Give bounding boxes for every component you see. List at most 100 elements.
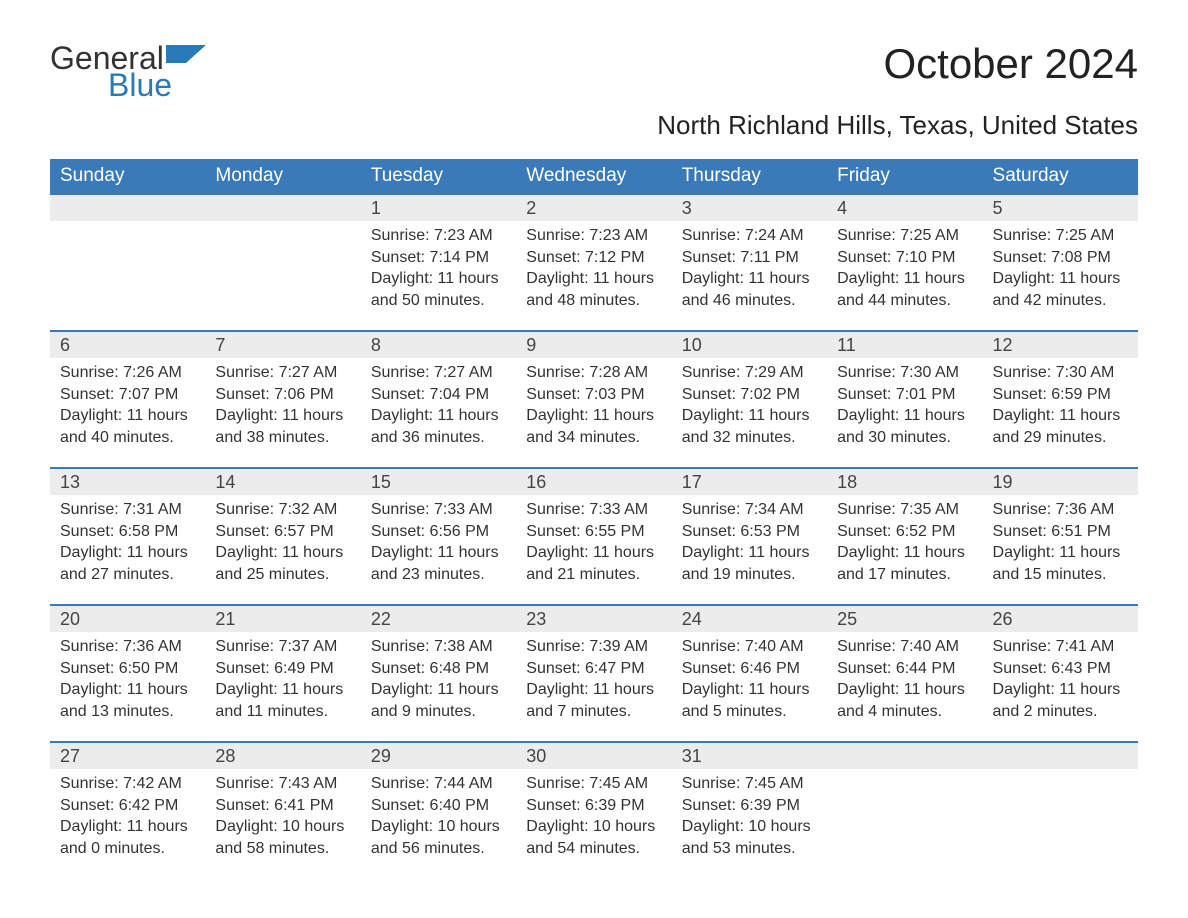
day-sunrise: Sunrise: 7:38 AM bbox=[371, 636, 506, 658]
page-title: October 2024 bbox=[883, 40, 1138, 88]
day-number-cell: 31 bbox=[672, 742, 827, 769]
day-content-cell bbox=[205, 221, 360, 331]
day-number-cell bbox=[50, 194, 205, 221]
day-content-cell: Sunrise: 7:40 AMSunset: 6:44 PMDaylight:… bbox=[827, 632, 982, 742]
calendar-table: Sunday Monday Tuesday Wednesday Thursday… bbox=[50, 159, 1138, 879]
day-d1: Daylight: 11 hours bbox=[682, 405, 817, 427]
day-d1: Daylight: 11 hours bbox=[993, 679, 1128, 701]
daynum-row: 13141516171819 bbox=[50, 468, 1138, 495]
day-d2: and 29 minutes. bbox=[993, 427, 1128, 449]
day-d2: and 27 minutes. bbox=[60, 564, 195, 586]
day-d2: and 30 minutes. bbox=[837, 427, 972, 449]
day-sunset: Sunset: 7:11 PM bbox=[682, 247, 817, 269]
day-number-cell: 20 bbox=[50, 605, 205, 632]
day-sunset: Sunset: 7:01 PM bbox=[837, 384, 972, 406]
day-sunrise: Sunrise: 7:29 AM bbox=[682, 362, 817, 384]
day-sunrise: Sunrise: 7:44 AM bbox=[371, 773, 506, 795]
day-number-cell: 12 bbox=[983, 331, 1138, 358]
location-subtitle: North Richland Hills, Texas, United Stat… bbox=[50, 110, 1138, 141]
day-sunset: Sunset: 6:52 PM bbox=[837, 521, 972, 543]
day-sunset: Sunset: 6:42 PM bbox=[60, 795, 195, 817]
day-sunset: Sunset: 7:02 PM bbox=[682, 384, 817, 406]
day-content-cell: Sunrise: 7:43 AMSunset: 6:41 PMDaylight:… bbox=[205, 769, 360, 879]
day-d1: Daylight: 11 hours bbox=[526, 405, 661, 427]
day-d2: and 4 minutes. bbox=[837, 701, 972, 723]
day-d2: and 44 minutes. bbox=[837, 290, 972, 312]
day-sunrise: Sunrise: 7:36 AM bbox=[993, 499, 1128, 521]
day-sunrise: Sunrise: 7:23 AM bbox=[526, 225, 661, 247]
day-sunset: Sunset: 6:48 PM bbox=[371, 658, 506, 680]
day-sunset: Sunset: 6:58 PM bbox=[60, 521, 195, 543]
day-sunset: Sunset: 7:12 PM bbox=[526, 247, 661, 269]
header: General Blue October 2024 bbox=[50, 40, 1138, 104]
day-sunrise: Sunrise: 7:26 AM bbox=[60, 362, 195, 384]
day-sunset: Sunset: 7:10 PM bbox=[837, 247, 972, 269]
day-header: Tuesday bbox=[361, 159, 516, 194]
day-content-cell: Sunrise: 7:41 AMSunset: 6:43 PMDaylight:… bbox=[983, 632, 1138, 742]
day-sunrise: Sunrise: 7:28 AM bbox=[526, 362, 661, 384]
day-d1: Daylight: 11 hours bbox=[837, 268, 972, 290]
day-sunset: Sunset: 7:06 PM bbox=[215, 384, 350, 406]
day-sunrise: Sunrise: 7:30 AM bbox=[837, 362, 972, 384]
day-content-cell bbox=[983, 769, 1138, 879]
day-sunrise: Sunrise: 7:37 AM bbox=[215, 636, 350, 658]
day-d2: and 19 minutes. bbox=[682, 564, 817, 586]
day-d2: and 21 minutes. bbox=[526, 564, 661, 586]
day-d1: Daylight: 11 hours bbox=[60, 679, 195, 701]
day-sunrise: Sunrise: 7:45 AM bbox=[682, 773, 817, 795]
day-number-cell bbox=[983, 742, 1138, 769]
day-d2: and 50 minutes. bbox=[371, 290, 506, 312]
day-header: Friday bbox=[827, 159, 982, 194]
day-sunset: Sunset: 6:43 PM bbox=[993, 658, 1128, 680]
day-number-cell: 22 bbox=[361, 605, 516, 632]
day-content-cell: Sunrise: 7:32 AMSunset: 6:57 PMDaylight:… bbox=[205, 495, 360, 605]
day-content-cell: Sunrise: 7:27 AMSunset: 7:04 PMDaylight:… bbox=[361, 358, 516, 468]
day-number-cell: 3 bbox=[672, 194, 827, 221]
day-d2: and 23 minutes. bbox=[371, 564, 506, 586]
day-content-cell: Sunrise: 7:25 AMSunset: 7:10 PMDaylight:… bbox=[827, 221, 982, 331]
day-d2: and 11 minutes. bbox=[215, 701, 350, 723]
day-d1: Daylight: 11 hours bbox=[371, 268, 506, 290]
day-d2: and 25 minutes. bbox=[215, 564, 350, 586]
day-number-cell: 7 bbox=[205, 331, 360, 358]
day-number-cell: 13 bbox=[50, 468, 205, 495]
day-d2: and 40 minutes. bbox=[60, 427, 195, 449]
day-sunset: Sunset: 6:39 PM bbox=[682, 795, 817, 817]
day-sunrise: Sunrise: 7:32 AM bbox=[215, 499, 350, 521]
day-content-cell: Sunrise: 7:25 AMSunset: 7:08 PMDaylight:… bbox=[983, 221, 1138, 331]
day-d1: Daylight: 10 hours bbox=[682, 816, 817, 838]
day-content-cell: Sunrise: 7:36 AMSunset: 6:51 PMDaylight:… bbox=[983, 495, 1138, 605]
day-d1: Daylight: 10 hours bbox=[215, 816, 350, 838]
day-d1: Daylight: 11 hours bbox=[371, 679, 506, 701]
day-number-cell: 16 bbox=[516, 468, 671, 495]
day-sunrise: Sunrise: 7:41 AM bbox=[993, 636, 1128, 658]
day-sunrise: Sunrise: 7:42 AM bbox=[60, 773, 195, 795]
day-content-cell: Sunrise: 7:35 AMSunset: 6:52 PMDaylight:… bbox=[827, 495, 982, 605]
day-d1: Daylight: 11 hours bbox=[215, 405, 350, 427]
day-content-cell: Sunrise: 7:27 AMSunset: 7:06 PMDaylight:… bbox=[205, 358, 360, 468]
day-content-cell: Sunrise: 7:42 AMSunset: 6:42 PMDaylight:… bbox=[50, 769, 205, 879]
day-sunset: Sunset: 6:55 PM bbox=[526, 521, 661, 543]
day-number-cell bbox=[205, 194, 360, 221]
day-d2: and 5 minutes. bbox=[682, 701, 817, 723]
day-content-cell: Sunrise: 7:40 AMSunset: 6:46 PMDaylight:… bbox=[672, 632, 827, 742]
day-d1: Daylight: 10 hours bbox=[526, 816, 661, 838]
day-d1: Daylight: 11 hours bbox=[215, 542, 350, 564]
day-content-cell: Sunrise: 7:30 AMSunset: 6:59 PMDaylight:… bbox=[983, 358, 1138, 468]
day-d2: and 42 minutes. bbox=[993, 290, 1128, 312]
day-sunset: Sunset: 7:14 PM bbox=[371, 247, 506, 269]
daynum-row: 12345 bbox=[50, 194, 1138, 221]
day-content-cell: Sunrise: 7:44 AMSunset: 6:40 PMDaylight:… bbox=[361, 769, 516, 879]
day-d2: and 53 minutes. bbox=[682, 838, 817, 860]
day-sunset: Sunset: 6:56 PM bbox=[371, 521, 506, 543]
content-row: Sunrise: 7:23 AMSunset: 7:14 PMDaylight:… bbox=[50, 221, 1138, 331]
day-sunrise: Sunrise: 7:33 AM bbox=[526, 499, 661, 521]
day-d2: and 32 minutes. bbox=[682, 427, 817, 449]
day-content-cell: Sunrise: 7:26 AMSunset: 7:07 PMDaylight:… bbox=[50, 358, 205, 468]
day-sunset: Sunset: 7:03 PM bbox=[526, 384, 661, 406]
day-number-cell: 28 bbox=[205, 742, 360, 769]
day-number-cell: 18 bbox=[827, 468, 982, 495]
day-d2: and 46 minutes. bbox=[682, 290, 817, 312]
content-row: Sunrise: 7:31 AMSunset: 6:58 PMDaylight:… bbox=[50, 495, 1138, 605]
day-content-cell: Sunrise: 7:38 AMSunset: 6:48 PMDaylight:… bbox=[361, 632, 516, 742]
